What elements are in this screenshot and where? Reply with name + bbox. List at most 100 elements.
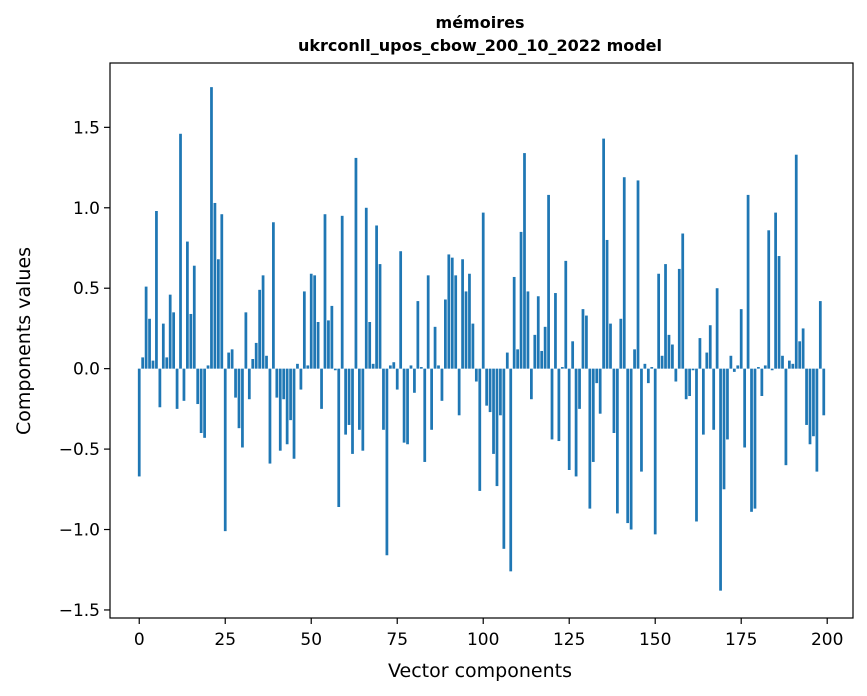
- bar: [299, 368, 303, 390]
- bar: [385, 368, 389, 556]
- x-tick-label: 125: [553, 630, 585, 650]
- x-tick-label: 75: [386, 630, 408, 650]
- bar: [382, 368, 385, 430]
- bar: [646, 368, 650, 384]
- bar: [172, 312, 176, 369]
- bar: [165, 357, 169, 369]
- bar: [519, 231, 523, 369]
- bar: [368, 322, 372, 369]
- bar: [313, 275, 317, 369]
- bar: [794, 154, 798, 369]
- bar: [419, 367, 423, 369]
- bar: [409, 365, 413, 369]
- bar: [777, 256, 781, 369]
- bar: [798, 341, 802, 369]
- bar: [605, 239, 609, 369]
- bar: [629, 368, 633, 530]
- bar: [571, 341, 575, 369]
- bar: [746, 194, 750, 369]
- bar: [247, 368, 251, 400]
- bar: [203, 368, 206, 438]
- bar: [141, 357, 145, 369]
- bar: [602, 138, 605, 369]
- y-tick-label: 0.0: [73, 360, 100, 380]
- bar: [302, 291, 306, 369]
- bar: [468, 273, 471, 369]
- bar: [361, 368, 365, 451]
- bar: [626, 368, 630, 524]
- y-tick-label: 0.5: [73, 279, 100, 299]
- bar: [667, 334, 671, 369]
- bar: [199, 368, 203, 433]
- bar: [272, 222, 275, 369]
- x-tick-label: 175: [725, 630, 757, 650]
- x-axis-ticks: 0 25 50 75 100 125 150 175 200: [134, 618, 843, 650]
- bar: [774, 212, 777, 369]
- bar: [347, 368, 351, 425]
- bar: [619, 318, 623, 369]
- bar: [406, 368, 409, 445]
- bar: [557, 368, 561, 442]
- bar: [805, 368, 808, 425]
- bar: [471, 323, 475, 369]
- bar: [320, 368, 323, 409]
- bar: [220, 214, 224, 369]
- y-tick-label: 1.0: [73, 199, 100, 219]
- bar: [729, 355, 733, 369]
- bar: [818, 301, 822, 369]
- bar: [251, 359, 255, 369]
- bar: [144, 286, 148, 369]
- bar: [763, 365, 767, 369]
- bar: [416, 301, 420, 369]
- bar: [722, 368, 726, 490]
- bar: [502, 368, 506, 549]
- bar: [388, 365, 392, 369]
- y-axis-ticks: −1.5 −1.0 −0.5 0.0 0.5 1.0 1.5: [59, 118, 110, 621]
- bar: [254, 342, 258, 369]
- x-tick-label: 150: [639, 630, 671, 650]
- y-tick-label: −1.5: [59, 601, 100, 621]
- bar: [296, 363, 299, 369]
- bar: [230, 349, 234, 369]
- bar: [216, 259, 220, 369]
- bar: [760, 368, 764, 396]
- bar: [392, 362, 396, 369]
- bar: [581, 309, 585, 369]
- bar: [351, 368, 354, 454]
- bar: [674, 368, 678, 382]
- bar: [450, 257, 454, 369]
- bar: [653, 368, 657, 535]
- bar: [430, 368, 433, 430]
- bar: [588, 368, 592, 509]
- bar: [547, 194, 550, 369]
- bar: [822, 368, 826, 416]
- bar: [478, 368, 482, 491]
- bar: [715, 288, 719, 369]
- bar: [327, 320, 330, 369]
- bar: [695, 368, 698, 522]
- bar: [461, 259, 464, 369]
- bar: [330, 305, 334, 369]
- bar: [815, 368, 819, 472]
- bar: [258, 289, 262, 369]
- plot-frame: [109, 62, 854, 619]
- bar: [485, 368, 489, 406]
- bar: [643, 363, 647, 369]
- bar: [671, 344, 674, 369]
- bar: [323, 214, 327, 369]
- bar: [495, 368, 499, 487]
- bar: [530, 368, 533, 400]
- bar: [598, 368, 602, 414]
- bar: [533, 334, 537, 369]
- bar: [275, 368, 279, 398]
- bar: [413, 368, 416, 393]
- bar: [261, 275, 265, 369]
- bar: [426, 275, 430, 369]
- bar: [244, 312, 248, 369]
- bar: [688, 368, 691, 396]
- bar: [550, 368, 554, 440]
- bar: [691, 368, 695, 371]
- bar: [784, 368, 788, 466]
